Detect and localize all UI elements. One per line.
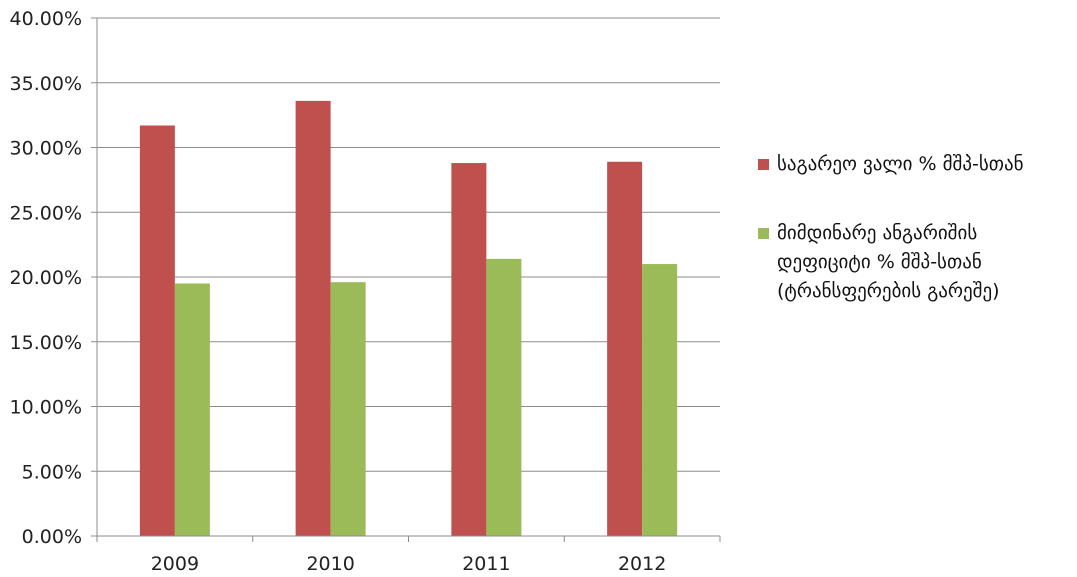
- x-tick-label: 2011: [462, 553, 510, 575]
- bars: [139, 100, 678, 537]
- y-tick-label: 5.00%: [22, 461, 82, 483]
- bar: [139, 125, 175, 537]
- bar: [607, 161, 643, 536]
- legend: საგარეო ვალი % მშპ-სთან მიმდინარე ანგარიშ…: [758, 150, 1058, 306]
- legend-swatch: [758, 159, 769, 170]
- bar: [174, 283, 210, 536]
- y-tick-labels: 0.00% 5.00% 10.00% 15.00% 20.00% 25.00% 30.00%…: [10, 8, 82, 548]
- legend-label: საგარეო ვალი % მშპ-სთან: [777, 153, 1024, 175]
- legend-item: მიმდინარე ანგარიშის დეფიციტი % მშპ-სთან …: [758, 219, 1058, 306]
- x-tick-labels: 2009 2010 2011 2012: [151, 553, 667, 575]
- axes: [91, 17, 721, 542]
- y-tick-label: 35.00%: [10, 73, 82, 95]
- y-tick-label: 15.00%: [10, 332, 82, 354]
- x-tick-label: 2012: [618, 553, 666, 575]
- bar: [451, 163, 487, 537]
- legend-label: მიმდინარე ანგარიშის დეფიციტი % მშპ-სთან …: [777, 222, 1000, 302]
- y-tick-label: 20.00%: [10, 267, 82, 289]
- y-tick-label: 0.00%: [22, 526, 82, 548]
- x-tick-label: 2010: [306, 553, 354, 575]
- x-tick-label: 2009: [151, 553, 199, 575]
- bar: [642, 264, 678, 536]
- y-tick-label: 30.00%: [10, 138, 82, 160]
- legend-item: საგარეო ვალი % მშპ-სთან: [758, 150, 1058, 179]
- bar: [295, 100, 331, 536]
- y-tick-label: 25.00%: [10, 202, 82, 224]
- y-tick-label: 40.00%: [10, 8, 82, 30]
- legend-swatch: [758, 228, 769, 239]
- bar: [330, 282, 366, 536]
- y-tick-label: 10.00%: [10, 397, 82, 419]
- bar: [486, 258, 522, 536]
